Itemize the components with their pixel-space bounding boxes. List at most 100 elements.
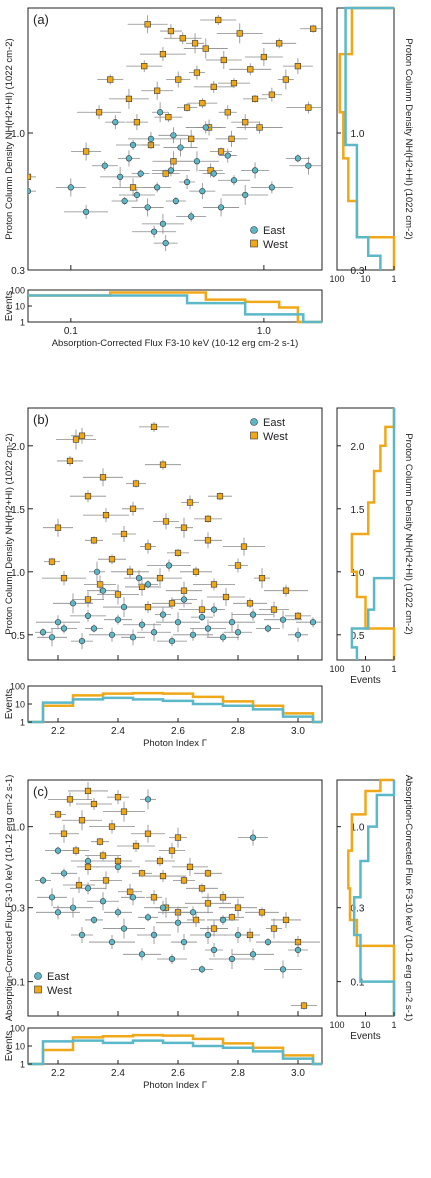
east-point bbox=[117, 173, 124, 180]
east-point bbox=[172, 197, 179, 205]
west-point bbox=[154, 87, 161, 94]
west-point bbox=[108, 823, 116, 830]
right-y-tick-label: 1.0 bbox=[351, 129, 365, 140]
east-point bbox=[189, 631, 197, 638]
west-point bbox=[78, 432, 86, 439]
west-point bbox=[125, 95, 133, 102]
bottom-hist-y-tick-label: 1 bbox=[20, 718, 25, 728]
y-axis-label: Proton Column Density NH(H2+HI) (1022 cm… bbox=[4, 433, 15, 634]
right-y-tick-label: 2.0 bbox=[351, 442, 365, 453]
east-point bbox=[67, 184, 74, 191]
east-point bbox=[249, 834, 257, 841]
west-point bbox=[28, 173, 32, 180]
y-tick-label: 0.3 bbox=[11, 904, 25, 915]
west-point bbox=[156, 857, 164, 865]
east-point bbox=[228, 955, 236, 963]
bottom-hist-east bbox=[28, 1039, 322, 1066]
west-point bbox=[180, 524, 188, 531]
west-point bbox=[216, 493, 224, 500]
west-point bbox=[129, 505, 137, 512]
east-point bbox=[69, 904, 77, 911]
east-point bbox=[167, 167, 175, 174]
legend-east-marker bbox=[250, 226, 258, 234]
right-hist-x-tick-label: 10 bbox=[360, 664, 370, 674]
west-point bbox=[48, 558, 56, 565]
east-point bbox=[84, 612, 92, 620]
east-point bbox=[242, 191, 249, 199]
west-point bbox=[156, 574, 164, 582]
east-point bbox=[294, 946, 302, 954]
east-point bbox=[159, 220, 167, 227]
west-point bbox=[251, 95, 259, 102]
right-hist-west bbox=[338, 6, 396, 270]
west-point bbox=[192, 916, 200, 924]
west-point bbox=[268, 91, 275, 98]
legend-east-marker bbox=[250, 418, 258, 426]
east-point bbox=[219, 916, 227, 924]
east-point bbox=[83, 208, 90, 215]
right-hist-x-tick-label: 1 bbox=[391, 274, 396, 284]
west-point bbox=[120, 530, 128, 538]
east-point bbox=[180, 938, 188, 946]
legend-west-label: West bbox=[47, 985, 72, 997]
west-point bbox=[247, 66, 254, 73]
east-point bbox=[198, 614, 206, 621]
west-point bbox=[236, 30, 243, 37]
west-point bbox=[90, 537, 98, 544]
west-point bbox=[54, 524, 62, 531]
east-point bbox=[305, 162, 312, 169]
west-point bbox=[99, 474, 107, 481]
east-point bbox=[294, 631, 302, 638]
west-point bbox=[186, 863, 194, 870]
legend-west-marker bbox=[250, 431, 258, 440]
east-point bbox=[135, 574, 143, 582]
right-y-tick-label: 0.5 bbox=[351, 631, 365, 642]
west-point bbox=[282, 916, 290, 924]
legend-west-marker bbox=[250, 239, 258, 248]
east-point bbox=[39, 877, 47, 884]
east-point bbox=[108, 938, 116, 946]
east-point bbox=[144, 796, 152, 803]
west-point bbox=[83, 148, 90, 155]
right-hist-east bbox=[350, 408, 396, 660]
right-hist-east bbox=[352, 780, 396, 1016]
right-hist-x-tick-label: 100 bbox=[329, 274, 344, 284]
west-point bbox=[144, 21, 151, 28]
east-point bbox=[120, 603, 128, 611]
west-point bbox=[183, 104, 191, 111]
x-tick-label: 2.6 bbox=[171, 1068, 185, 1079]
west-point bbox=[168, 600, 176, 607]
y-tick-label: 1.0 bbox=[11, 129, 25, 140]
east-point bbox=[84, 885, 92, 892]
east-point bbox=[168, 955, 176, 963]
east-point bbox=[180, 596, 188, 603]
legend-west-label: West bbox=[263, 431, 288, 443]
east-point bbox=[150, 629, 158, 636]
east-point bbox=[264, 625, 272, 632]
west-point bbox=[282, 76, 289, 83]
east-point bbox=[279, 966, 287, 973]
right-hist-x-label: Events bbox=[350, 1031, 381, 1042]
west-point bbox=[258, 574, 266, 582]
west-point bbox=[246, 600, 254, 607]
x-tick-label: 1.0 bbox=[257, 326, 271, 337]
east-point bbox=[144, 914, 152, 921]
west-point bbox=[204, 515, 212, 522]
east-point bbox=[202, 124, 209, 131]
east-point bbox=[84, 857, 92, 865]
west-point bbox=[256, 124, 263, 131]
right-y-tick-label: 0.3 bbox=[351, 266, 365, 277]
east-point bbox=[234, 629, 242, 636]
east-point bbox=[54, 847, 62, 854]
east-point bbox=[101, 162, 108, 169]
west-point bbox=[66, 796, 74, 803]
x-axis-label: Absorption-Corrected Flux F3-10 keV (10-… bbox=[52, 338, 299, 349]
east-point bbox=[133, 191, 141, 199]
east-point bbox=[54, 619, 62, 626]
right-hist-x-tick-label: 1 bbox=[391, 664, 396, 674]
bottom-hist-y-tick-label: 10 bbox=[15, 1042, 25, 1052]
bottom-hist-y-label: Events bbox=[4, 689, 15, 720]
east-point bbox=[129, 894, 137, 901]
west-point bbox=[72, 847, 80, 854]
west-point bbox=[150, 423, 158, 431]
